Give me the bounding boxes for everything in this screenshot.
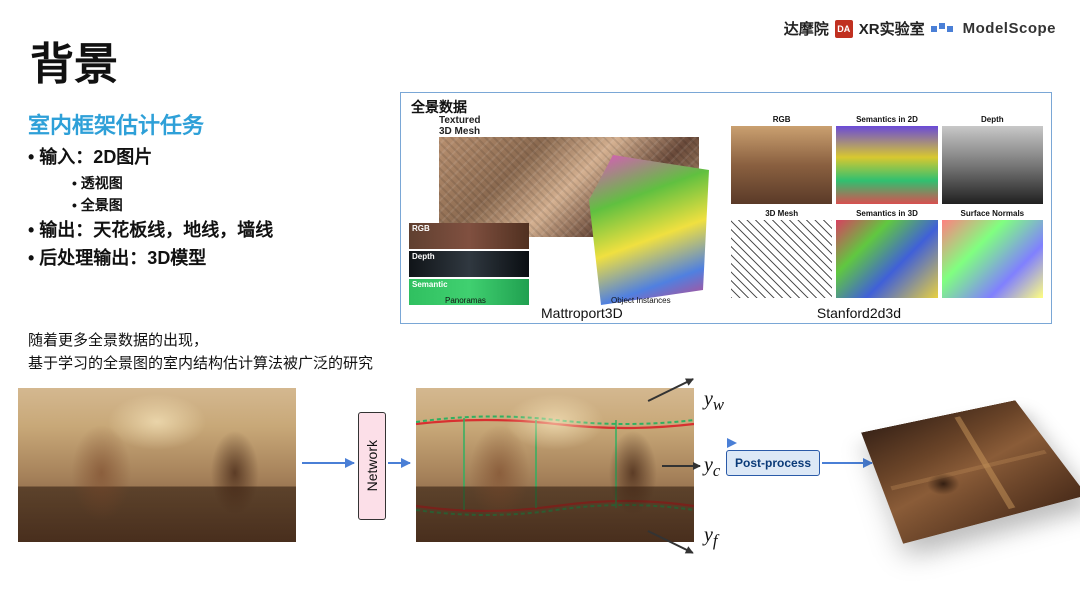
mesh-label: Textured3D Mesh <box>439 115 719 137</box>
yc-label: yc <box>704 454 720 481</box>
arrow-1 <box>302 462 354 464</box>
paragraph-line-1: 随着更多全景数据的出现， <box>28 330 373 353</box>
output-3d-model-image <box>861 400 1080 543</box>
grid-label-depth: Depth <box>942 115 1043 124</box>
paragraph-line-2: 基于学习的全景图的室内结构估计算法被广泛的研究 <box>28 353 373 376</box>
grid-label-sem2d: Semantics in 2D <box>836 115 937 124</box>
modelscope-icon <box>931 26 953 32</box>
thumb-sem3d <box>836 220 937 298</box>
stanford-grid: RGB Semantics in 2D Depth 3D Mesh Semant… <box>731 115 1043 301</box>
bullet-perspective: • 透视图 <box>72 172 273 194</box>
matterport-block: Textured3D Mesh <box>409 115 719 237</box>
thumb-depth <box>942 126 1043 204</box>
pipeline-diagram: Network yw yc yf Post-process <box>18 378 1062 588</box>
rgb-strip: RGB <box>409 223 529 249</box>
bullet-output: • 输出：天花板线，地线，墙线 <box>28 217 273 245</box>
section-subtitle: 室内框架估计任务 <box>28 108 204 140</box>
yw-label: yw <box>704 388 724 415</box>
network-box: Network <box>358 412 386 520</box>
thumb-rgb <box>731 126 832 204</box>
damo-text: 达摩院 <box>784 18 829 39</box>
stanford-caption: Stanford2d3d <box>817 305 901 321</box>
thumb-sem2d <box>836 126 937 204</box>
yf-label: yf <box>704 524 718 551</box>
arrow-4 <box>822 462 872 464</box>
thumb-normals <box>942 220 1043 298</box>
grid-label-normals: Surface Normals <box>942 209 1043 218</box>
depth-strip: Depth <box>409 251 529 277</box>
grid-label-sem3d: Semantics in 3D <box>836 209 937 218</box>
bullet-panorama: • 全景图 <box>72 194 273 216</box>
input-panorama-image <box>18 388 296 542</box>
grid-label-rgb: RGB <box>731 115 832 124</box>
modelscope-text: ModelScope <box>963 20 1056 37</box>
slide-title: 背景 <box>30 28 118 92</box>
bullet-list: • 输入：2D图片 • 透视图 • 全景图 • 输出：天花板线，地线，墙线 • … <box>28 144 273 272</box>
paragraph: 随着更多全景数据的出现， 基于学习的全景图的室内结构估计算法被广泛的研究 <box>28 330 373 375</box>
bullet-postprocess: • 后处理输出：3D模型 <box>28 245 273 273</box>
postprocess-box: Post-process <box>726 450 820 476</box>
grid-label-mesh3d: 3D Mesh <box>731 209 832 218</box>
xr-lab-text: XR实验室 <box>859 18 925 39</box>
panorama-data-panel: 全景数据 Textured3D Mesh RGB Depth Semantic … <box>400 92 1052 324</box>
layout-lines-overlay <box>416 388 694 542</box>
predicted-panorama-image <box>416 388 694 542</box>
arrow-2 <box>388 462 410 464</box>
damo-badge-icon: DA <box>835 20 853 38</box>
object-instances-image <box>589 155 709 305</box>
thumb-mesh3d <box>731 220 832 298</box>
obj-instances-label: Object Instances <box>611 296 671 305</box>
network-label: Network <box>364 440 380 491</box>
matterport-caption: Mattroport3D <box>541 305 623 321</box>
yc-arrow <box>662 465 700 467</box>
bullet-input: • 输入：2D图片 <box>28 144 273 172</box>
header-branding: 达摩院 DA XR实验室 ModelScope <box>784 18 1056 39</box>
panoramas-label: Panoramas <box>445 296 486 305</box>
panel-title: 全景数据 <box>411 97 467 117</box>
